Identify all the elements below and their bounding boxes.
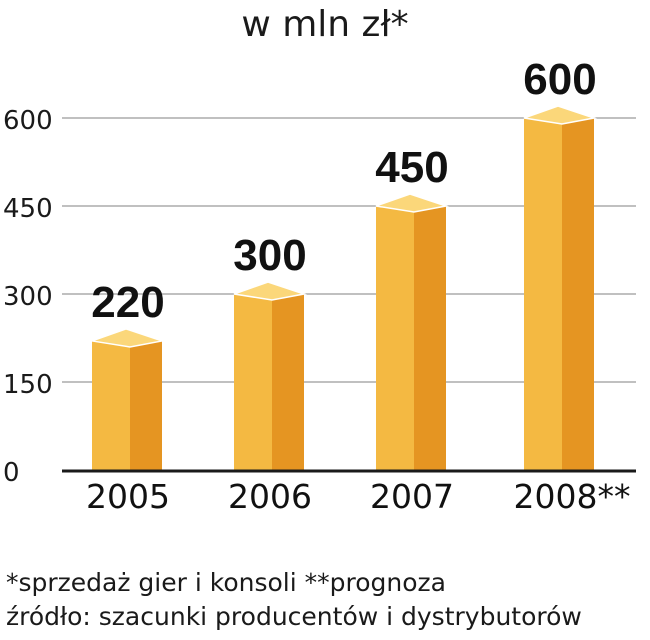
bar-2007 (375, 193, 449, 470)
footnote-source: źródło: szacunki producentów i dystrybut… (6, 602, 582, 631)
bar-front-face (92, 340, 130, 470)
bar-side-face (272, 294, 304, 470)
bar-2005 (91, 328, 165, 470)
category-label: 2007 (370, 477, 454, 516)
footnote-definitions: *sprzedaż gier i konsoli **prognoza (6, 568, 446, 597)
bar-top-face (91, 328, 165, 348)
bar-front-face (524, 118, 562, 470)
bar-front-face (234, 294, 272, 470)
y-tick-label: 300 (3, 282, 53, 312)
category-labels: 2005 2006 2007 2008** (86, 477, 630, 516)
bar-top-face (523, 105, 597, 125)
category-label: 2006 (228, 477, 312, 516)
bar-2008 (523, 105, 597, 470)
value-label: 300 (233, 231, 306, 280)
value-label: 450 (375, 143, 448, 192)
bar-side-face (562, 118, 594, 470)
y-axis-ticks: 0 150 300 450 600 (3, 106, 53, 488)
value-label: 600 (523, 55, 596, 104)
value-label: 220 (91, 278, 164, 327)
bars (91, 105, 597, 470)
bar-2006 (233, 281, 307, 470)
y-tick-label: 0 (3, 458, 20, 488)
category-label: 2005 (86, 477, 170, 516)
category-label: 2008** (514, 477, 631, 516)
chart-title: w mln zł* (241, 4, 409, 45)
bar-top-face (233, 281, 307, 301)
value-labels: 220 300 450 600 (91, 55, 596, 327)
bar-side-face (130, 340, 162, 470)
bar-side-face (414, 206, 446, 470)
bar-front-face (376, 206, 414, 470)
y-tick-label: 600 (3, 106, 53, 136)
y-tick-label: 150 (3, 370, 53, 400)
y-tick-label: 450 (3, 194, 53, 224)
bar-top-face (375, 193, 449, 213)
